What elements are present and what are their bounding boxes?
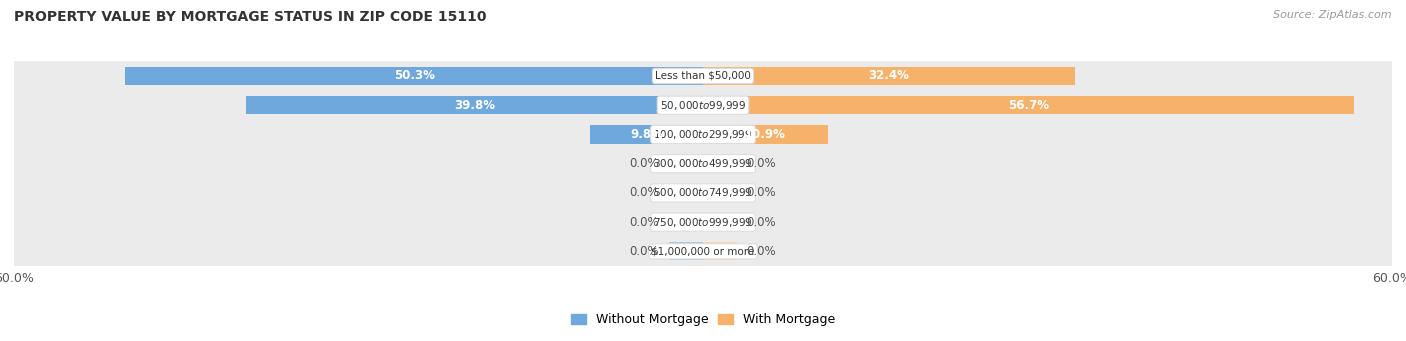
Bar bbox=[14, 91, 1392, 120]
Bar bbox=[669, 154, 703, 173]
Text: 56.7%: 56.7% bbox=[1008, 99, 1049, 112]
Bar bbox=[125, 67, 703, 85]
Bar bbox=[591, 125, 703, 144]
Bar bbox=[669, 184, 703, 202]
Bar bbox=[703, 67, 1076, 85]
Bar bbox=[14, 208, 1392, 237]
Text: PROPERTY VALUE BY MORTGAGE STATUS IN ZIP CODE 15110: PROPERTY VALUE BY MORTGAGE STATUS IN ZIP… bbox=[14, 10, 486, 24]
Bar bbox=[669, 213, 703, 231]
Text: 0.0%: 0.0% bbox=[630, 187, 659, 199]
Text: Less than $50,000: Less than $50,000 bbox=[655, 71, 751, 81]
Bar bbox=[703, 125, 828, 144]
Bar bbox=[14, 149, 1392, 178]
Text: 10.9%: 10.9% bbox=[745, 128, 786, 141]
Text: 0.0%: 0.0% bbox=[747, 187, 776, 199]
Legend: Without Mortgage, With Mortgage: Without Mortgage, With Mortgage bbox=[565, 308, 841, 331]
Text: 9.8%: 9.8% bbox=[630, 128, 664, 141]
Text: 0.0%: 0.0% bbox=[630, 216, 659, 228]
Text: 0.0%: 0.0% bbox=[747, 245, 776, 258]
Text: $100,000 to $299,999: $100,000 to $299,999 bbox=[654, 128, 752, 141]
Bar bbox=[14, 178, 1392, 208]
Bar bbox=[14, 237, 1392, 266]
Text: $50,000 to $99,999: $50,000 to $99,999 bbox=[659, 99, 747, 112]
Bar bbox=[703, 213, 738, 231]
Text: 0.0%: 0.0% bbox=[630, 245, 659, 258]
Text: Source: ZipAtlas.com: Source: ZipAtlas.com bbox=[1274, 10, 1392, 20]
Text: 0.0%: 0.0% bbox=[747, 216, 776, 228]
Bar bbox=[14, 61, 1392, 91]
Text: $300,000 to $499,999: $300,000 to $499,999 bbox=[654, 157, 752, 170]
Text: $500,000 to $749,999: $500,000 to $749,999 bbox=[654, 187, 752, 199]
Bar bbox=[14, 120, 1392, 149]
Bar bbox=[246, 96, 703, 114]
Bar bbox=[703, 242, 738, 261]
Bar bbox=[669, 242, 703, 261]
Text: 50.3%: 50.3% bbox=[394, 70, 434, 83]
Text: 39.8%: 39.8% bbox=[454, 99, 495, 112]
Text: 32.4%: 32.4% bbox=[869, 70, 910, 83]
Text: 0.0%: 0.0% bbox=[630, 157, 659, 170]
Text: $1,000,000 or more: $1,000,000 or more bbox=[651, 246, 755, 256]
Bar bbox=[703, 184, 738, 202]
Bar bbox=[703, 154, 738, 173]
Text: $750,000 to $999,999: $750,000 to $999,999 bbox=[654, 216, 752, 228]
Text: 0.0%: 0.0% bbox=[747, 157, 776, 170]
Bar bbox=[703, 96, 1354, 114]
